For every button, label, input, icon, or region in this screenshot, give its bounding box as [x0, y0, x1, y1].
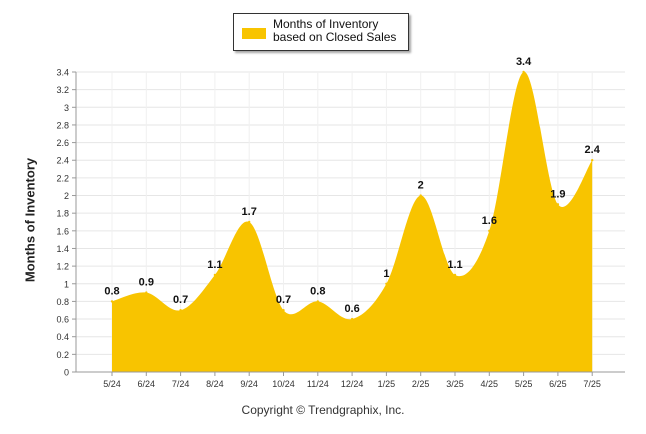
data-label-layer: 0.8 0.9 0.7 1.1 1.7 0.7 0.8 0.6 1 2 1.1 1.6 3.4 1.9 2.… — [104, 56, 600, 315]
data-point — [385, 282, 388, 285]
y-tick-label: 2.6 — [56, 138, 69, 148]
y-tick-label: 3.2 — [56, 85, 69, 95]
data-label: 1.6 — [482, 215, 497, 227]
data-point — [488, 229, 491, 233]
y-tick-label: 1.4 — [56, 244, 69, 254]
data-label: 1.9 — [550, 188, 565, 200]
x-tick-label: 1/25 — [378, 379, 396, 389]
legend-swatch — [242, 28, 266, 39]
data-point — [316, 300, 319, 303]
data-point — [110, 300, 114, 303]
y-tick-label: 2.4 — [56, 156, 69, 166]
series-area — [112, 71, 593, 372]
x-tick-label: 7/25 — [583, 379, 601, 389]
axis-layer: 0 0.2 0.4 0.6 0.8 1 1.2 1.4 1.6 1.8 2 2.2 2.4 2.6 2.8 3… — [56, 68, 625, 389]
x-tick-label: 7/24 — [172, 379, 190, 389]
x-tick-label: 12/24 — [341, 379, 364, 389]
x-tick-label: 4/25 — [481, 379, 499, 389]
y-tick-label: 2.8 — [56, 120, 69, 130]
data-label: 1 — [383, 268, 389, 280]
area-layer — [110, 70, 594, 372]
legend: Months of Inventory based on Closed Sale… — [233, 13, 409, 51]
x-tick-label: 3/25 — [446, 379, 464, 389]
data-label: 1.7 — [242, 206, 257, 218]
y-tick-label: 1.8 — [56, 209, 69, 219]
data-point — [591, 159, 594, 162]
x-tick-label: 5/25 — [515, 379, 533, 389]
data-point — [179, 309, 182, 312]
data-label: 3.4 — [516, 56, 532, 68]
y-tick-label: 0.8 — [56, 297, 69, 307]
x-tick-label: 10/24 — [272, 379, 295, 389]
data-point — [556, 203, 560, 206]
data-point — [350, 317, 354, 321]
y-tick-label: 0 — [64, 368, 69, 378]
data-point — [145, 291, 148, 294]
y-tick-label: 1 — [64, 279, 69, 289]
data-label: 0.7 — [173, 294, 188, 306]
y-tick-label: 0.6 — [56, 315, 69, 325]
y-tick-label: 3.4 — [56, 68, 69, 78]
data-label: 0.6 — [344, 303, 359, 315]
data-label: 2.4 — [585, 144, 601, 156]
data-label: 2 — [418, 180, 424, 192]
copyright-footer: Copyright © Trendgraphix, Inc. — [241, 403, 405, 417]
data-label: 0.7 — [276, 294, 291, 306]
data-point — [453, 273, 457, 277]
x-tick-label: 6/25 — [549, 379, 567, 389]
data-point — [248, 220, 251, 224]
data-point — [282, 309, 285, 312]
legend-label: Months of Inventory based on Closed Sale… — [273, 17, 397, 44]
x-tick-label: 5/24 — [103, 379, 121, 389]
data-label: 1.1 — [207, 259, 222, 271]
x-tick-label: 8/24 — [206, 379, 224, 389]
y-tick-label: 1.6 — [56, 226, 69, 236]
x-tick-label: 6/24 — [138, 379, 156, 389]
y-tick-label: 2 — [64, 191, 69, 201]
y-tick-label: 0.4 — [56, 332, 69, 342]
y-tick-label: 1.2 — [56, 262, 69, 272]
y-tick-label: 3 — [64, 103, 69, 113]
x-tick-label: 9/24 — [240, 379, 258, 389]
y-axis-title: Months of Inventory — [22, 157, 38, 283]
data-point — [213, 273, 217, 277]
data-point — [522, 70, 525, 74]
y-tick-label: 2.2 — [56, 173, 69, 183]
x-tick-label: 2/25 — [412, 379, 430, 389]
x-tick-label: 11/24 — [307, 379, 329, 389]
data-label: 0.9 — [139, 277, 154, 289]
data-label: 0.8 — [310, 285, 325, 297]
y-tick-label: 0.2 — [56, 350, 69, 360]
data-point — [419, 194, 422, 197]
data-label: 0.8 — [104, 285, 119, 297]
data-label: 1.1 — [447, 259, 462, 271]
